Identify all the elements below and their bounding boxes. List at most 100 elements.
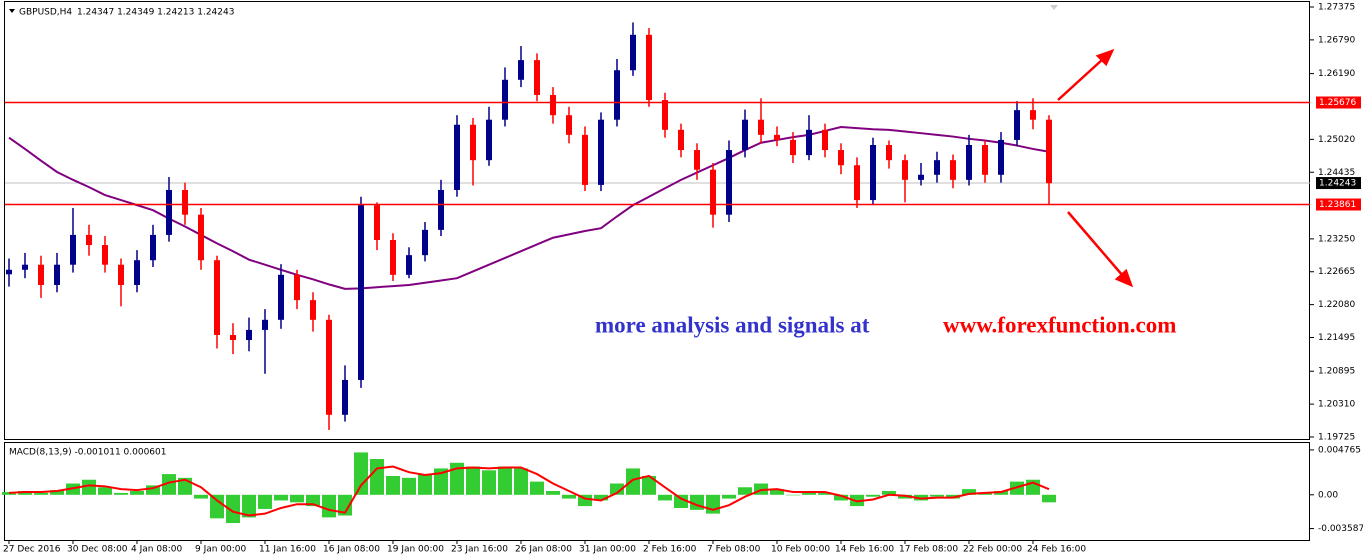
moving-average bbox=[8, 125, 1050, 290]
macd-title: MACD(8,13,9) -0.001011 0.000601 bbox=[9, 448, 166, 458]
candle-body bbox=[822, 129, 828, 151]
macd-bar bbox=[818, 492, 832, 495]
candle-body bbox=[598, 119, 604, 185]
level-label-box bbox=[1316, 198, 1361, 211]
macd-bar bbox=[722, 494, 736, 499]
macd-bar bbox=[930, 494, 944, 497]
y-tick-label: 1.21495 bbox=[1318, 333, 1355, 343]
candle-body bbox=[422, 229, 428, 256]
x-tick-label: 19 Jan 00:00 bbox=[387, 545, 444, 555]
x-tick-label: 9 Jan 00:00 bbox=[195, 545, 247, 555]
macd-bar bbox=[258, 494, 272, 509]
candle-body bbox=[406, 255, 412, 275]
candle-body bbox=[758, 119, 764, 135]
annotation-text: more analysis and signals at bbox=[595, 312, 870, 337]
candle-body bbox=[294, 274, 300, 301]
y-tick-label: 1.26190 bbox=[1318, 69, 1355, 79]
annotation-link[interactable]: www.forexfunction.com bbox=[943, 312, 1176, 337]
macd-bar bbox=[546, 491, 560, 495]
candle-body bbox=[150, 234, 156, 261]
candle-body bbox=[614, 70, 620, 120]
x-tick-label: 14 Feb 16:00 bbox=[835, 545, 894, 555]
y-tick-label: 1.22080 bbox=[1318, 300, 1355, 310]
macd-bar bbox=[770, 489, 784, 495]
candle-body bbox=[838, 150, 844, 166]
y-tick-label: 0.004765 bbox=[1318, 445, 1361, 455]
candle-body bbox=[998, 139, 1004, 175]
macd-bar bbox=[418, 474, 432, 495]
candle-body bbox=[550, 94, 556, 116]
level-label: 1.23861 bbox=[1319, 200, 1356, 210]
macd-bar bbox=[386, 475, 400, 495]
arrow-head bbox=[1114, 268, 1134, 288]
candle-body bbox=[774, 134, 780, 140]
candle-body bbox=[198, 214, 204, 261]
candle-body bbox=[1046, 119, 1052, 184]
candle-body bbox=[630, 34, 636, 71]
x-tick-label: 27 Dec 2016 bbox=[3, 545, 61, 555]
macd-bar bbox=[482, 470, 496, 495]
candle-body bbox=[278, 274, 284, 320]
x-tick-label: 24 Feb 16:00 bbox=[1027, 545, 1086, 555]
x-tick-label: 30 Dec 08:00 bbox=[67, 545, 128, 555]
macd-bar bbox=[274, 494, 288, 501]
price-frame bbox=[4, 1, 1310, 440]
macd-bar bbox=[1042, 494, 1056, 503]
macd-bar bbox=[450, 462, 464, 495]
y-tick-label: 1.26790 bbox=[1318, 35, 1355, 45]
candle-body bbox=[70, 234, 76, 265]
candle-body bbox=[182, 189, 188, 215]
level-label: 1.25676 bbox=[1319, 98, 1356, 108]
candle-body bbox=[662, 100, 668, 130]
candle-body bbox=[1014, 110, 1020, 140]
candle-body bbox=[262, 319, 268, 330]
arrow-down bbox=[1067, 211, 1124, 277]
candle-body bbox=[518, 60, 524, 80]
macd-bar bbox=[402, 477, 416, 495]
candle-body bbox=[694, 150, 700, 170]
macd-bar bbox=[434, 468, 448, 495]
candle-body bbox=[102, 245, 108, 265]
x-tick-label: 10 Feb 00:00 bbox=[771, 545, 830, 555]
candle-body bbox=[806, 129, 812, 156]
y-tick-label: 0.00 bbox=[1318, 490, 1338, 500]
macd-bar bbox=[594, 494, 608, 501]
macd-bar bbox=[658, 494, 672, 501]
candle-body bbox=[1030, 110, 1036, 120]
macd-bar bbox=[738, 487, 752, 495]
candle-body bbox=[310, 300, 316, 320]
y-tick-label: -0.003587 bbox=[1318, 524, 1363, 534]
candle-body bbox=[134, 260, 140, 285]
candle-body bbox=[710, 169, 716, 215]
y-tick-label: 1.20895 bbox=[1318, 367, 1355, 377]
candle-body bbox=[246, 329, 252, 341]
candle-body bbox=[454, 124, 460, 190]
macd-bar bbox=[466, 466, 480, 495]
candle-body bbox=[486, 119, 492, 161]
macd-bar bbox=[514, 468, 528, 495]
candle-body bbox=[854, 165, 860, 201]
x-tick-label: 4 Jan 08:00 bbox=[131, 545, 183, 555]
macd-bar bbox=[290, 494, 304, 503]
macd-bar bbox=[866, 494, 880, 497]
y-tick-label: 1.19725 bbox=[1318, 433, 1355, 443]
macd-bar bbox=[194, 494, 208, 499]
candle-body bbox=[6, 269, 12, 275]
macd-bar bbox=[626, 468, 640, 495]
signal-line bbox=[8, 465, 1050, 517]
candle-body bbox=[646, 34, 652, 101]
candle-body bbox=[934, 160, 940, 175]
candle-body bbox=[54, 264, 60, 285]
candle-body bbox=[230, 334, 236, 341]
candle-body bbox=[22, 264, 28, 270]
x-tick-label: 16 Jan 08:00 bbox=[323, 545, 380, 555]
candle-body bbox=[870, 144, 876, 201]
macd-bar bbox=[130, 491, 144, 495]
candle-body bbox=[726, 150, 732, 215]
candle-body bbox=[678, 129, 684, 151]
menu-icon[interactable] bbox=[9, 9, 15, 13]
candle-body bbox=[214, 260, 220, 335]
